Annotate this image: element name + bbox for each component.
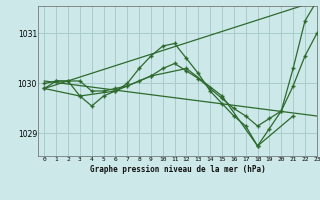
X-axis label: Graphe pression niveau de la mer (hPa): Graphe pression niveau de la mer (hPa): [90, 165, 266, 174]
